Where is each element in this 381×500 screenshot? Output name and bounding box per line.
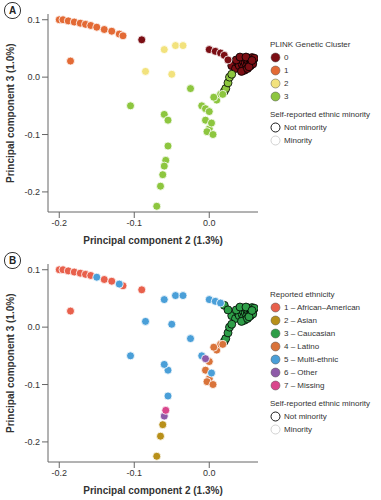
html-text:7 – Missing: 7 – Missing [284, 381, 325, 390]
html-text:4 – Latino: 4 – Latino [284, 342, 320, 351]
svg-text:Principal component 2 (1.3%): Principal component 2 (1.3%) [83, 485, 222, 496]
html-text:Not minority: Not minority [284, 123, 327, 132]
html-text:PLINK Genetic Cluster: PLINK Genetic Cluster [270, 40, 351, 49]
html-text:0: 0 [284, 53, 289, 62]
html-text:6 – Other: 6 – Other [284, 368, 318, 377]
svg-text:0.0: 0.0 [203, 468, 216, 478]
svg-text:0.1: 0.1 [27, 265, 40, 275]
svg-text:Principal component 3 (1.0%): Principal component 3 (1.0%) [8, 44, 16, 183]
html-text:B: B [8, 255, 17, 266]
svg-text:-0.2: -0.2 [51, 468, 67, 478]
svg-text:-0.2: -0.2 [24, 187, 40, 197]
html-text:2 – Asian: 2 – Asian [284, 316, 317, 325]
html-text:Minority: Minority [284, 136, 312, 145]
svg-text:-0.1: -0.1 [126, 218, 142, 228]
html-text:Self-reported ethnic minority: Self-reported ethnic minority [270, 110, 370, 119]
svg-text:0.0: 0.0 [27, 322, 40, 332]
svg-text:0.0: 0.0 [203, 218, 216, 228]
html-text:1: 1 [284, 66, 289, 75]
svg-text:0.0: 0.0 [27, 72, 40, 82]
svg-text:-0.2: -0.2 [24, 437, 40, 447]
html-text:Not minority: Not minority [284, 412, 327, 421]
html-text:Self-reported ethnic minority: Self-reported ethnic minority [270, 399, 370, 408]
svg-text:0.1: 0.1 [27, 15, 40, 25]
svg-text:Principal component 2 (1.3%): Principal component 2 (1.3%) [83, 235, 222, 246]
svg-text:-0.1: -0.1 [24, 380, 40, 390]
html-text:Reported ethnicity: Reported ethnicity [270, 290, 335, 299]
html-text:3 – Caucasian: 3 – Caucasian [284, 329, 336, 338]
svg-text:-0.2: -0.2 [51, 218, 67, 228]
html-text:3: 3 [284, 92, 289, 101]
svg-text:Principal component 3 (1.0%): Principal component 3 (1.0%) [8, 294, 16, 433]
svg-text:-0.1: -0.1 [24, 130, 40, 140]
svg-text:-0.1: -0.1 [126, 468, 142, 478]
html-text:Minority: Minority [284, 425, 312, 434]
html-text:2: 2 [284, 79, 289, 88]
html-text:1 – African–American: 1 – African–American [284, 303, 360, 312]
html-text:A: A [8, 5, 17, 16]
html-text:5 – Multi-ethnic: 5 – Multi-ethnic [284, 355, 339, 364]
